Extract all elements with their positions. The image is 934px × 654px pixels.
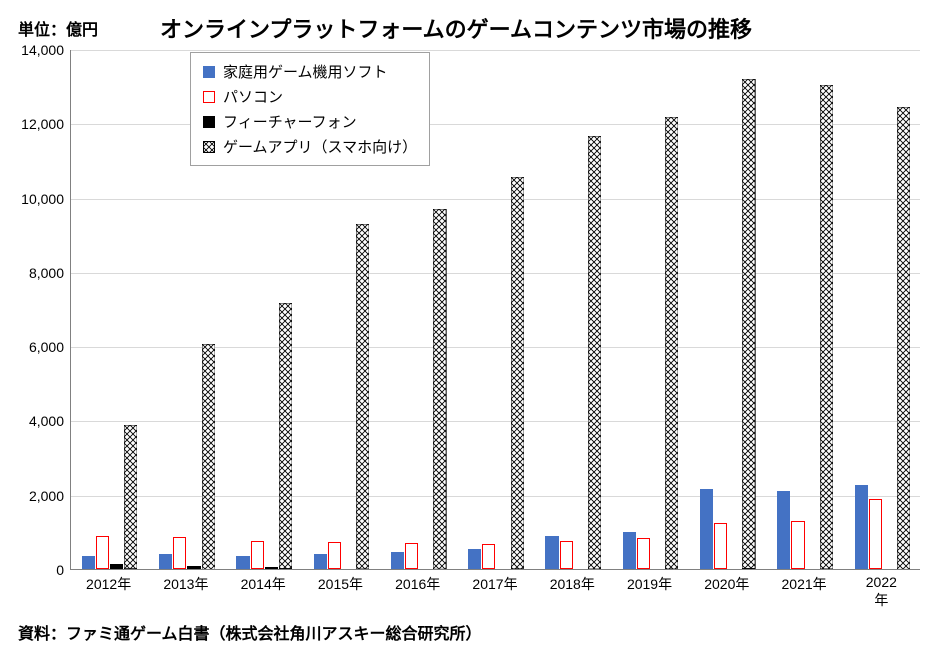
- y-tick-label: 4,000: [4, 413, 64, 429]
- x-tick-label: 2016年: [395, 574, 440, 594]
- y-tick-label: 12,000: [4, 116, 64, 132]
- bar-console: [82, 556, 95, 569]
- bar-pc: [637, 538, 650, 569]
- bar-feature: [265, 567, 278, 569]
- bar-console: [545, 536, 558, 569]
- y-tick-label: 6,000: [4, 339, 64, 355]
- y-tick-label: 2,000: [4, 488, 64, 504]
- bar-app: [433, 209, 446, 569]
- legend-label: フィーチャーフォン: [223, 111, 357, 132]
- x-tick-label: 2013年: [163, 574, 208, 594]
- x-tick-label: 2017年: [472, 574, 517, 594]
- legend-item-feature: フィーチャーフォン: [203, 109, 417, 134]
- bar-console: [159, 554, 172, 569]
- unit-label: 単位：億円: [18, 16, 98, 40]
- bar-console: [314, 554, 327, 569]
- x-tick-label: 2021年: [782, 574, 827, 594]
- x-tick-label: 2022年: [860, 574, 903, 610]
- bar-pc: [791, 521, 804, 569]
- legend-label: ゲームアプリ（スマホ向け）: [223, 136, 417, 157]
- bar-app: [202, 344, 215, 569]
- chart: 02,0004,0006,0008,00010,00012,00014,0002…: [10, 40, 924, 612]
- bar-pc: [482, 544, 495, 569]
- legend-label: 家庭用ゲーム機用ソフト: [223, 61, 388, 82]
- bar-pc: [869, 499, 882, 569]
- gridline: [71, 199, 920, 200]
- bar-app: [356, 224, 369, 569]
- bar-pc: [96, 536, 109, 569]
- y-tick-label: 8,000: [4, 265, 64, 281]
- gridline: [71, 273, 920, 274]
- bar-app: [665, 117, 678, 569]
- bar-pc: [560, 541, 573, 569]
- legend-swatch-console: [203, 66, 215, 78]
- bar-app: [742, 79, 755, 569]
- gridline: [71, 421, 920, 422]
- source-label: 資料：ファミ通ゲーム白書（株式会社角川アスキー総合研究所）: [18, 620, 482, 644]
- bar-console: [468, 549, 481, 569]
- bar-pc: [251, 541, 264, 569]
- bar-feature: [110, 564, 123, 569]
- x-tick-label: 2012年: [86, 574, 131, 594]
- x-tick-label: 2015年: [318, 574, 363, 594]
- legend-item-pc: パソコン: [203, 84, 417, 109]
- legend: 家庭用ゲーム機用ソフトパソコンフィーチャーフォンゲームアプリ（スマホ向け）: [190, 52, 430, 166]
- gridline: [71, 496, 920, 497]
- gridline: [71, 347, 920, 348]
- y-tick-label: 14,000: [4, 42, 64, 58]
- bar-pc: [328, 542, 341, 569]
- bar-console: [236, 556, 249, 569]
- x-tick-label: 2014年: [241, 574, 286, 594]
- legend-swatch-feature: [203, 116, 215, 128]
- bar-console: [391, 552, 404, 569]
- bar-feature: [187, 566, 200, 569]
- legend-swatch-pc: [203, 91, 215, 103]
- x-tick-label: 2018年: [550, 574, 595, 594]
- y-tick-label: 10,000: [4, 191, 64, 207]
- x-tick-label: 2019年: [627, 574, 672, 594]
- bar-app: [588, 136, 601, 569]
- x-tick-label: 2020年: [704, 574, 749, 594]
- bar-pc: [714, 523, 727, 569]
- bar-console: [777, 491, 790, 569]
- legend-swatch-app: [203, 141, 215, 153]
- y-tick-label: 0: [4, 562, 64, 578]
- bar-app: [124, 425, 137, 569]
- gridline: [71, 50, 920, 51]
- bar-app: [511, 177, 524, 569]
- bar-console: [623, 532, 636, 569]
- bar-app: [897, 107, 910, 569]
- bar-console: [855, 485, 868, 569]
- bar-pc: [405, 543, 418, 569]
- legend-label: パソコン: [223, 86, 283, 107]
- bar-app: [279, 303, 292, 569]
- bar-pc: [173, 537, 186, 569]
- bar-console: [700, 489, 713, 569]
- legend-item-console: 家庭用ゲーム機用ソフト: [203, 59, 417, 84]
- legend-item-app: ゲームアプリ（スマホ向け）: [203, 134, 417, 159]
- bar-app: [820, 85, 833, 569]
